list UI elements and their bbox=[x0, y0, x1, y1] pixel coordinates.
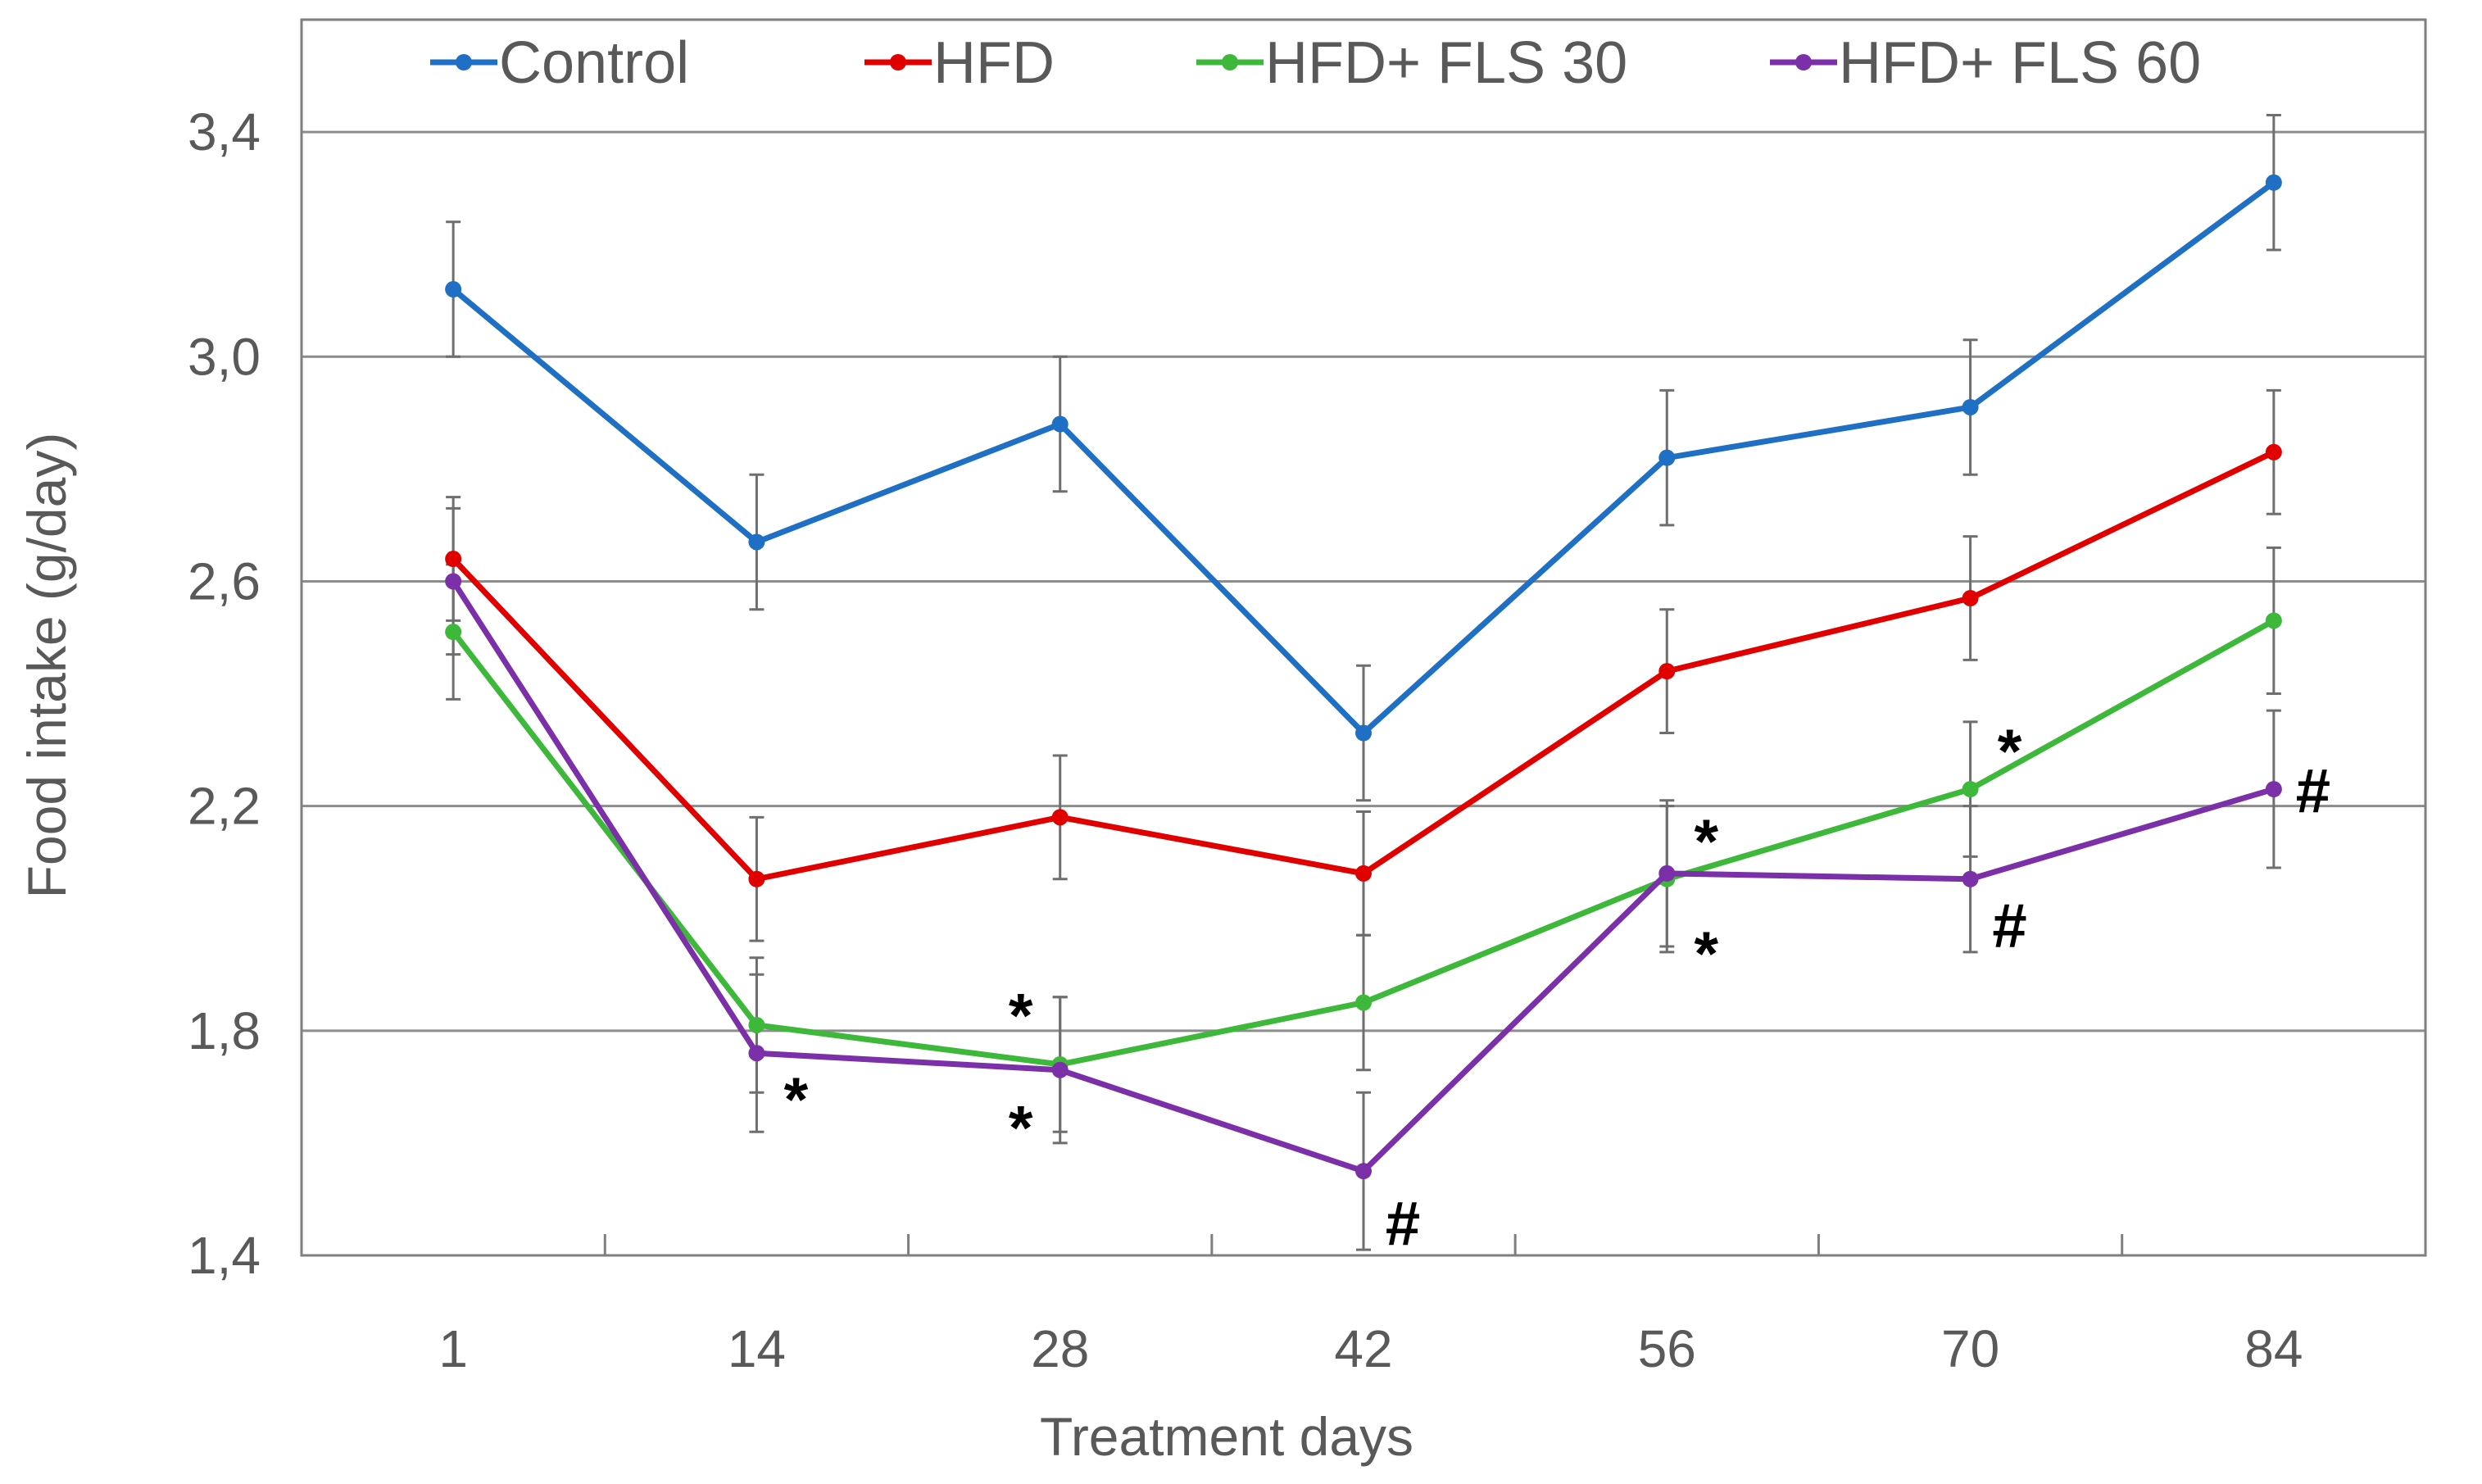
x-tick-label-42: 42 bbox=[1334, 1319, 1392, 1378]
series-hfd-fls-60 bbox=[445, 573, 2282, 1180]
y-axis-label: Food intake (g/day) bbox=[16, 433, 77, 899]
legend-label-hfd: HFD bbox=[933, 30, 1055, 96]
x-tick-label-28: 28 bbox=[1031, 1319, 1089, 1378]
x-tick-label-84: 84 bbox=[2244, 1319, 2303, 1378]
legend-label-control: Control bbox=[499, 30, 689, 96]
legend-marker-control bbox=[456, 54, 472, 70]
annotation-hash-84-8: # bbox=[2296, 756, 2330, 826]
data-point-control-1 bbox=[445, 281, 462, 298]
legend-marker-hfd bbox=[890, 54, 906, 70]
series-control bbox=[445, 174, 2282, 742]
x-tick-marks bbox=[603, 1234, 2124, 1255]
data-point-hfd-fls-30-14 bbox=[748, 1016, 765, 1033]
data-point-hfd-fls-30-84 bbox=[2265, 612, 2282, 629]
legend-item-control: Control bbox=[430, 30, 689, 96]
annotation-asterisk-28-2: * bbox=[1009, 1093, 1033, 1163]
x-tick-labels: 1 14 28 42 56 70 84 bbox=[438, 1319, 2303, 1378]
data-point-hfd-fls-30-42 bbox=[1355, 994, 1372, 1011]
data-point-hfd-42 bbox=[1355, 865, 1372, 882]
data-point-hfd-fls-30-1 bbox=[445, 624, 462, 641]
legend: Control HFD HFD+ FLS 30 HFD+ FLS 60 bbox=[430, 30, 2201, 96]
y-tick-label-2-2: 2,2 bbox=[188, 777, 261, 836]
error-bars bbox=[446, 114, 2281, 1251]
y-tick-label-3-4: 3,4 bbox=[188, 102, 261, 161]
legend-label-hfd-fls-60: HFD+ FLS 60 bbox=[1839, 30, 2201, 96]
legend-item-hfd-fls-60: HFD+ FLS 60 bbox=[1770, 30, 2201, 96]
annotation-asterisk-56-4: * bbox=[1694, 807, 1718, 877]
data-point-hfd-fls-30-70 bbox=[1962, 781, 1979, 798]
data-point-hfd-fls-60-42 bbox=[1355, 1163, 1372, 1180]
data-point-hfd-84 bbox=[2265, 443, 2282, 461]
y-tick-labels: 1,4 1,8 2,2 2,6 3,0 3,4 bbox=[188, 102, 261, 1285]
data-point-control-42 bbox=[1355, 724, 1372, 742]
data-point-hfd-70 bbox=[1962, 590, 1979, 607]
data-point-hfd-56 bbox=[1658, 663, 1676, 680]
y-tick-label-1-4: 1,4 bbox=[188, 1226, 261, 1285]
series-lines bbox=[445, 174, 2282, 1180]
legend-item-hfd-fls-30: HFD+ FLS 30 bbox=[1196, 30, 1627, 96]
data-point-hfd-fls-60-70 bbox=[1962, 870, 1979, 887]
data-point-control-84 bbox=[2265, 174, 2282, 191]
significance-annotations: * * * # * * * # # bbox=[784, 717, 2330, 1259]
annotation-asterisk-56-5: * bbox=[1694, 919, 1718, 989]
data-point-control-70 bbox=[1962, 398, 1979, 415]
legend-label-hfd-fls-30: HFD+ FLS 30 bbox=[1265, 30, 1627, 96]
y-tick-label-1-8: 1,8 bbox=[188, 1001, 261, 1060]
data-point-hfd-14 bbox=[748, 870, 765, 887]
data-point-hfd-fls-60-1 bbox=[445, 573, 462, 590]
legend-item-hfd: HFD bbox=[864, 30, 1055, 96]
annotation-asterisk-28-1: * bbox=[1009, 981, 1033, 1051]
x-axis-label: Treatment days bbox=[1040, 1406, 1413, 1467]
y-tick-label-3-0: 3,0 bbox=[188, 327, 261, 386]
annotation-hash-42-3: # bbox=[1386, 1189, 1420, 1259]
plot-area-frame bbox=[300, 18, 2427, 1257]
series-hfd bbox=[445, 443, 2282, 887]
data-point-hfd-28 bbox=[1051, 809, 1069, 826]
data-point-control-28 bbox=[1051, 415, 1069, 433]
data-point-hfd-fls-60-28 bbox=[1051, 1061, 1069, 1078]
annotation-asterisk-70-6: * bbox=[1998, 717, 2022, 787]
data-point-control-14 bbox=[748, 533, 765, 551]
data-point-hfd-fls-60-56 bbox=[1658, 865, 1676, 882]
data-point-hfd-fls-60-84 bbox=[2265, 781, 2282, 798]
x-tick-label-56: 56 bbox=[1638, 1319, 1696, 1378]
legend-marker-hfd-fls-60 bbox=[1795, 54, 1812, 70]
gridlines bbox=[302, 130, 2425, 1032]
legend-marker-hfd-fls-30 bbox=[1222, 54, 1238, 70]
x-tick-label-70: 70 bbox=[1941, 1319, 1999, 1378]
annotation-hash-70-7: # bbox=[1992, 892, 2026, 961]
x-tick-label-1: 1 bbox=[438, 1319, 468, 1378]
annotation-asterisk-14-0: * bbox=[784, 1065, 809, 1135]
data-point-hfd-fls-60-14 bbox=[748, 1045, 765, 1062]
y-tick-label-2-6: 2,6 bbox=[188, 551, 261, 610]
data-point-hfd-1 bbox=[445, 551, 462, 568]
data-point-control-56 bbox=[1658, 449, 1676, 466]
x-tick-label-14: 14 bbox=[728, 1319, 786, 1378]
